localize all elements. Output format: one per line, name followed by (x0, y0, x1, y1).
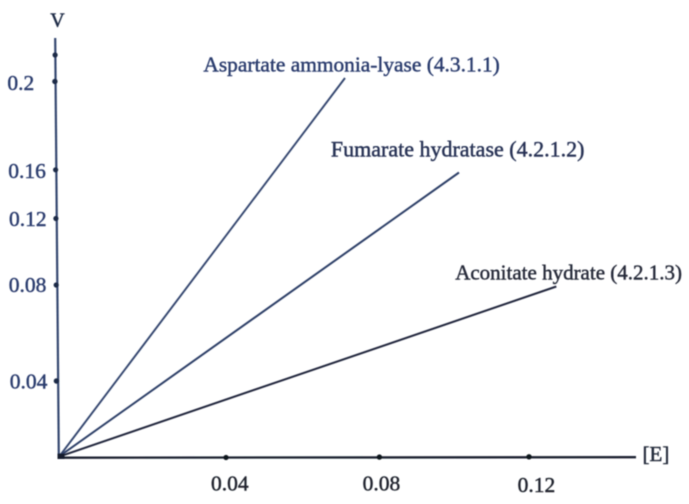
svg-text:0.08: 0.08 (9, 273, 47, 297)
svg-text:0.04: 0.04 (10, 370, 48, 394)
svg-text:0.12: 0.12 (518, 473, 556, 497)
svg-text:V: V (50, 9, 65, 31)
svg-text:Fumarate hydratase (4.2.1.2): Fumarate hydratase (4.2.1.2) (331, 137, 585, 162)
svg-text:0.04: 0.04 (211, 472, 249, 496)
svg-text:0.2: 0.2 (7, 71, 34, 95)
svg-text:Aspartate ammonia-lyase (4.3.1: Aspartate ammonia-lyase (4.3.1.1) (203, 52, 499, 76)
svg-text:0.12: 0.12 (9, 207, 47, 231)
svg-text:0.08: 0.08 (363, 472, 401, 496)
svg-text:Aconitate hydrate (4.2.1.3): Aconitate hydrate (4.2.1.3) (455, 261, 682, 285)
svg-text:[E]: [E] (643, 442, 670, 466)
svg-text:0.16: 0.16 (8, 159, 46, 183)
